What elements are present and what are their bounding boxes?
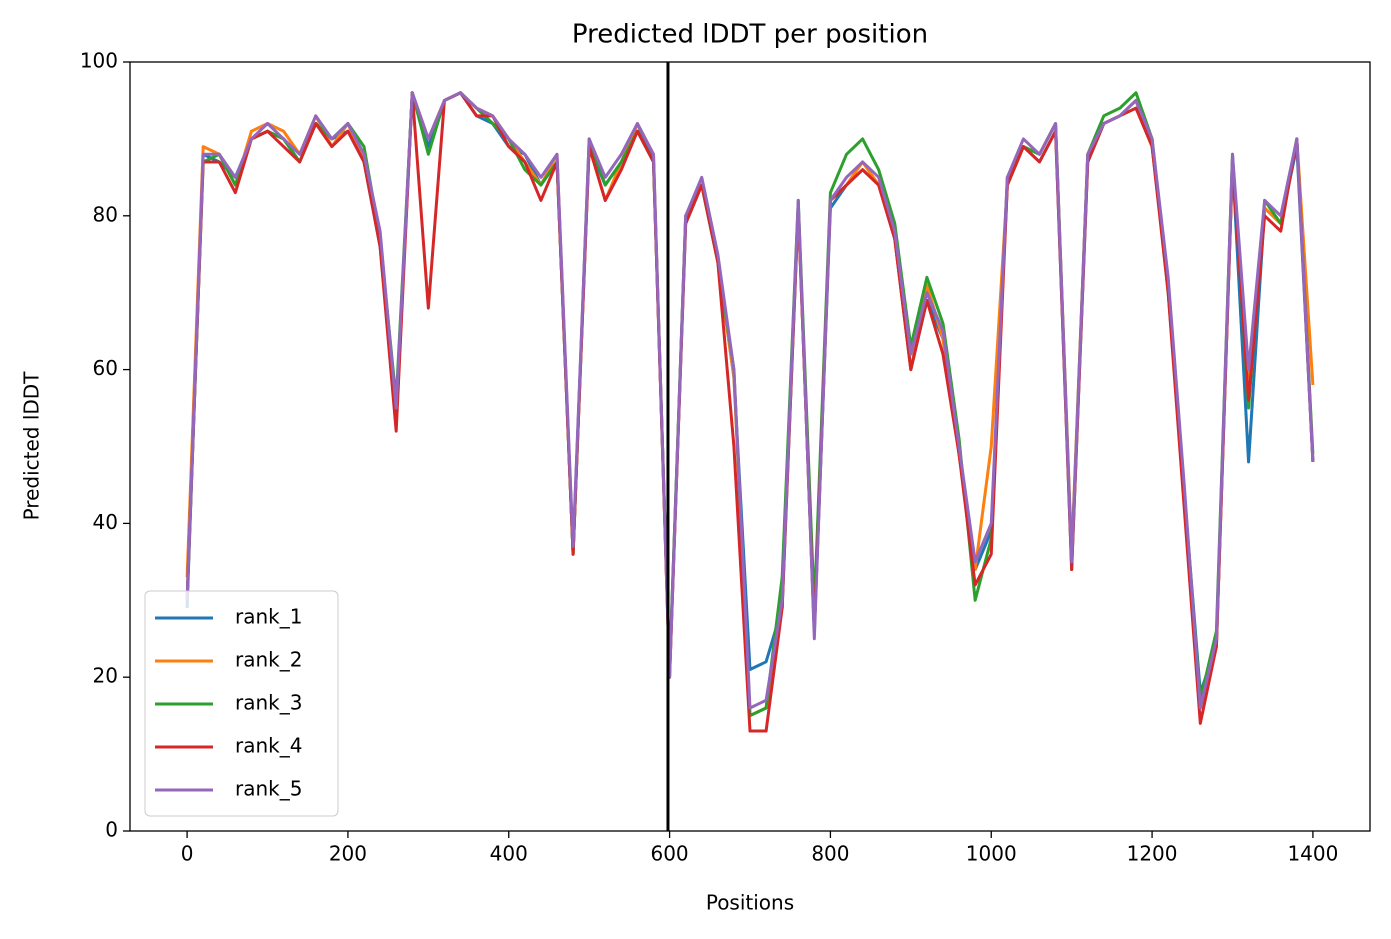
y-tick-label: 100 [80,49,118,73]
y-tick-label: 80 [93,202,118,226]
series-line [185,91,1315,695]
x-tick-label: 600 [650,842,688,866]
y-tick-label: 20 [93,664,118,688]
x-axis-label: Positions [706,891,794,915]
legend-label: rank_4 [235,734,302,758]
y-tick-label: 40 [93,510,118,534]
series-line [185,91,1315,710]
x-tick-label: 1200 [1127,842,1178,866]
x-tick-label: 200 [329,842,367,866]
x-tick-label: 800 [811,842,849,866]
legend-label: rank_2 [235,648,302,672]
y-tick-label: 0 [105,818,118,842]
x-tick-label: 400 [490,842,528,866]
series-line [185,91,1315,718]
y-axis-label: Predicted lDDT [20,371,44,521]
plot-frame [129,61,1371,832]
series-line [185,91,1315,733]
legend-box [144,590,339,817]
x-tick-label: 1400 [1287,842,1338,866]
legend-label: rank_3 [235,691,302,715]
y-tick-label: 60 [93,356,118,380]
x-tick-label: 1000 [966,842,1017,866]
series-line [185,91,1315,718]
legend-label: rank_5 [235,777,302,801]
x-tick-label: 0 [181,842,194,866]
legend-label: rank_1 [235,605,302,629]
chart-title: Predicted lDDT per position [572,20,928,50]
